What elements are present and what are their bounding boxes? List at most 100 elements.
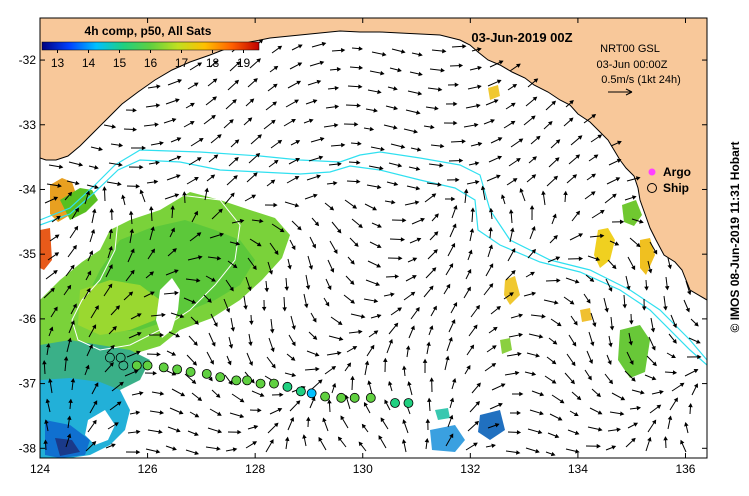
current-arrow-head bbox=[356, 103, 362, 108]
current-arrow-head bbox=[228, 380, 233, 386]
sst-contour bbox=[71, 194, 241, 351]
current-arrow-head bbox=[119, 381, 124, 387]
current-arrow-head bbox=[218, 208, 223, 214]
current-arrow-head bbox=[412, 275, 417, 280]
lon-tick-label: 128 bbox=[245, 462, 265, 476]
current-arrow-head bbox=[217, 411, 222, 416]
ship-marker bbox=[131, 360, 142, 371]
current-arrow-head bbox=[159, 391, 165, 396]
current-arrow-head bbox=[352, 204, 357, 209]
current-arrow-head bbox=[273, 159, 279, 165]
current-arrow-head bbox=[515, 450, 521, 455]
lon-tick-label: 132 bbox=[460, 462, 480, 476]
current-arrow-head bbox=[414, 200, 420, 205]
current-arrow-head bbox=[577, 135, 583, 140]
current-arrow-head bbox=[573, 320, 578, 326]
current-arrow-head bbox=[66, 433, 72, 439]
ship-marker bbox=[118, 360, 129, 371]
current-arrow-head bbox=[121, 194, 126, 200]
current-arrow-head bbox=[430, 124, 435, 130]
current-arrow-head bbox=[308, 118, 314, 124]
lat-tick-label: -32 bbox=[19, 53, 37, 67]
current-arrow-head bbox=[257, 408, 262, 413]
colorbar-tick-label: 19 bbox=[237, 56, 251, 70]
ship-marker bbox=[349, 392, 360, 403]
current-arrow-head bbox=[194, 177, 199, 182]
current-arrow-head bbox=[54, 252, 60, 257]
current-arrow-head bbox=[448, 414, 454, 420]
current-arrow-head bbox=[137, 332, 142, 337]
current-arrow-head bbox=[589, 277, 595, 282]
ship-marker-icon bbox=[647, 183, 657, 193]
current-arrow-head bbox=[198, 255, 203, 260]
current-arrow-head bbox=[535, 353, 541, 358]
current-arrow-head bbox=[358, 65, 364, 70]
current-arrow-head bbox=[470, 207, 475, 212]
current-arrow-head bbox=[130, 248, 135, 254]
current-arrow-head bbox=[412, 257, 418, 262]
current-arrow-head bbox=[519, 391, 524, 397]
current-arrow-head bbox=[294, 99, 299, 104]
current-arrow-head bbox=[170, 205, 175, 210]
current-arrow-head bbox=[552, 213, 557, 219]
current-arrow-head bbox=[258, 39, 264, 44]
current-arrow-head bbox=[591, 173, 596, 178]
current-arrow-head bbox=[311, 396, 316, 402]
current-arrow-head bbox=[628, 341, 633, 346]
current-arrow-head bbox=[373, 298, 379, 304]
lon-axis: 124 126 128 130 132 134 136 bbox=[30, 18, 696, 476]
current-arrow-head bbox=[631, 195, 637, 200]
current-arrow-head bbox=[429, 377, 434, 382]
current-arrow-head bbox=[493, 99, 499, 104]
current-arrow-head bbox=[340, 415, 345, 421]
current-arrow-head bbox=[53, 196, 59, 201]
current-arrow-head bbox=[291, 341, 296, 347]
current-arrow-head bbox=[136, 350, 141, 355]
current-arrow-head bbox=[215, 393, 221, 398]
current-arrow-head bbox=[67, 191, 73, 197]
ship-marker bbox=[231, 375, 242, 386]
ship-marker bbox=[105, 352, 115, 363]
current-arrow-head bbox=[217, 134, 222, 139]
current-arrow-head bbox=[615, 177, 621, 182]
current-arrow-head bbox=[433, 231, 439, 236]
current-arrow-head bbox=[407, 381, 412, 386]
current-arrow-head bbox=[277, 45, 283, 50]
current-arrow-head bbox=[250, 378, 255, 384]
current-arrow-head bbox=[358, 46, 363, 51]
current-arrow-head bbox=[234, 156, 239, 162]
current-arrow-head bbox=[590, 341, 595, 347]
current-arrow-head bbox=[152, 370, 158, 376]
current-arrow-head bbox=[118, 142, 124, 148]
current-arrow-head bbox=[415, 185, 421, 191]
current-arrow-head bbox=[640, 390, 645, 395]
current-arrow-head bbox=[451, 319, 456, 324]
current-arrow-head bbox=[656, 404, 662, 409]
current-arrow-head bbox=[204, 187, 209, 193]
current-arrow-head bbox=[511, 247, 516, 253]
current-arrow-head bbox=[133, 369, 139, 374]
current-arrow-head bbox=[115, 305, 121, 310]
ship-marker bbox=[255, 378, 266, 389]
current-arrow-head bbox=[531, 174, 537, 179]
current-arrow-head bbox=[425, 418, 431, 423]
current-arrow-head bbox=[590, 191, 596, 196]
current-arrow-head bbox=[429, 285, 434, 291]
current-arrow-head bbox=[453, 101, 458, 107]
current-arrow-head bbox=[178, 410, 184, 415]
current-arrow-head bbox=[174, 269, 179, 274]
current-arrow-head bbox=[578, 233, 584, 238]
current-arrow-head bbox=[227, 360, 232, 366]
current-arrow-head bbox=[370, 344, 375, 350]
current-arrow-head bbox=[663, 306, 668, 311]
current-arrow-head bbox=[553, 175, 559, 181]
current-arrow-head bbox=[400, 237, 406, 242]
current-arrow-head bbox=[679, 382, 685, 388]
current-arrow-head bbox=[208, 376, 213, 382]
current-arrow-head bbox=[448, 336, 453, 342]
current-arrow-head bbox=[211, 277, 216, 282]
current-arrow-head bbox=[363, 401, 368, 407]
current-arrow-head bbox=[315, 366, 320, 372]
current-arrow-head bbox=[150, 226, 155, 231]
